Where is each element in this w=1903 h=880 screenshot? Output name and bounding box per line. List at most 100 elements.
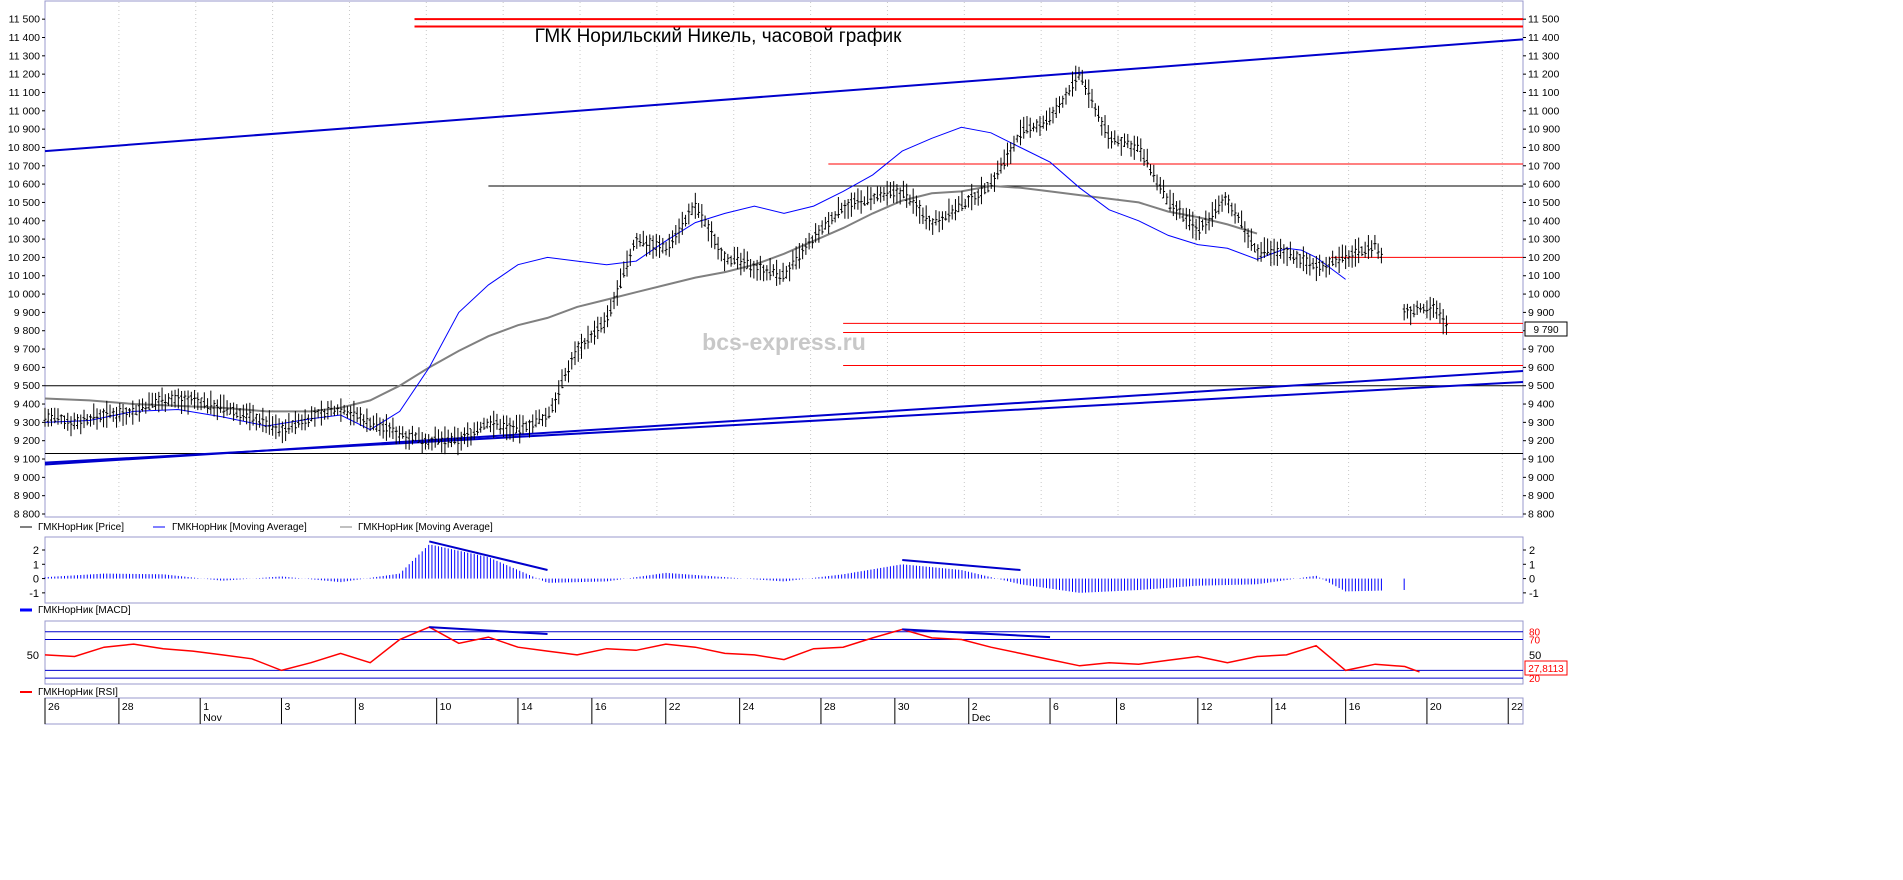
price-y-tick-label-right: 9 300 [1528, 417, 1554, 429]
macd-y-tick-label: 2 [33, 545, 39, 557]
x-tick-label: 2 [972, 701, 978, 713]
price-y-tick-label-right: 10 100 [1528, 270, 1560, 282]
price-y-tick-label-right: 11 300 [1528, 50, 1559, 62]
price-y-tick-label-right: 11 100 [1528, 87, 1559, 99]
trend-line [44, 38, 1524, 153]
price-y-tick-label: 8 900 [14, 490, 40, 502]
price-y-tick-label: 11 300 [9, 50, 40, 62]
price-y-tick-label-right: 9 500 [1528, 380, 1554, 392]
price-y-tick-label: 10 900 [8, 124, 40, 136]
rsi-y-tick-label: 50 [27, 650, 39, 662]
rsi-last-value-box: 27,8113 [1524, 660, 1568, 676]
x-axis-frame [44, 697, 1524, 725]
price-y-tick-label: 9 400 [14, 399, 40, 411]
legend-label-price: ГМКНорНик [Price] [38, 522, 124, 533]
x-tick-label: 28 [122, 701, 134, 713]
macd-y-tick-label-right: -1 [1529, 588, 1539, 600]
x-tick-label: 3 [284, 701, 290, 713]
ma-fast-line [44, 126, 1346, 431]
price-y-tick-label-right: 10 000 [1528, 289, 1560, 301]
price-y-tick-label: 11 000 [9, 105, 40, 117]
price-y-tick-label: 10 000 [8, 289, 40, 301]
price-y-tick-label-right: 10 600 [1528, 179, 1560, 191]
rsi-divergence-line [902, 628, 1051, 639]
price-y-tick-label: 11 500 [9, 14, 40, 26]
price-y-tick-label-right: 10 400 [1528, 215, 1560, 227]
price-y-tick-label-right: 11 200 [1528, 69, 1559, 81]
price-y-tick-label-right: 9 900 [1528, 307, 1554, 319]
rsi-line-group [44, 626, 1420, 673]
rsi-legend: ГМКНорНик [RSI] [20, 687, 118, 698]
macd-legend: ГМКНорНик [MACD] [20, 605, 131, 616]
rsi-levels [45, 631, 1523, 679]
rsi-last-value: 27,8113 [1528, 664, 1564, 675]
legend-label-ma-slow: ГМКНорНик [Moving Average] [358, 522, 493, 533]
price-y-tick-label-right: 11 500 [1528, 14, 1559, 26]
macd-y-tick-label: 1 [33, 559, 39, 571]
x-tick-label: 6 [1053, 701, 1059, 713]
x-tick-label: 22 [669, 701, 681, 713]
x-tick-label: 8 [358, 701, 364, 713]
x-tick-label: 30 [898, 701, 910, 713]
x-month-label: Nov [203, 712, 222, 724]
price-y-tick-label: 9 600 [14, 362, 40, 374]
price-y-tick-label-right: 10 500 [1528, 197, 1560, 209]
macd-divergence-line [429, 540, 548, 571]
x-tick-label: 10 [440, 701, 452, 713]
price-y-tick-label: 11 400 [9, 32, 40, 44]
price-y-tick-label: 10 100 [8, 270, 40, 282]
price-y-tick-label: 9 300 [14, 417, 40, 429]
rsi-panel-frame [44, 620, 1524, 685]
x-tick-label: 20 [1430, 701, 1442, 713]
price-y-tick-label: 9 500 [14, 380, 40, 392]
x-tick-label: 16 [595, 701, 607, 713]
rsi-divergence-line [429, 626, 548, 636]
price-y-tick-label: 8 800 [14, 509, 40, 521]
price-y-tick-label: 10 700 [8, 160, 40, 172]
legend-label-macd: ГМКНорНик [MACD] [38, 605, 131, 616]
trend-line [44, 381, 1524, 464]
price-y-tick-label-right: 10 800 [1528, 142, 1560, 154]
macd-y-tick-label-right: 2 [1529, 545, 1535, 557]
x-tick-label: 24 [743, 701, 755, 713]
chart-title: ГМК Норильский Никель, часовой график [535, 26, 903, 47]
price-trend-lines [44, 38, 1524, 466]
macd-y-axis: 2 2 1 1 0 0 -1 -1 [29, 545, 1539, 600]
rsi-level-label: 80 [1529, 628, 1541, 639]
price-y-tick-label: 9 100 [14, 454, 40, 466]
ma-slow-line [44, 184, 1258, 413]
macd-y-tick-label: -1 [29, 588, 39, 600]
price-y-tick-label-right: 11 400 [1528, 32, 1559, 44]
x-month-label: Dec [972, 712, 991, 724]
watermark: bcs-express.ru [702, 329, 866, 355]
rsi-divergence-lines [429, 626, 1051, 639]
price-panel-frame [44, 0, 1524, 518]
rsi-level-label: 20 [1529, 674, 1541, 685]
x-tick-label: 22 [1511, 701, 1523, 713]
macd-y-tick-label-right: 0 [1529, 574, 1535, 586]
rsi-level-label: 70 [1529, 635, 1541, 646]
price-y-tick-label-right: 11 000 [1528, 105, 1559, 117]
x-tick-label: 16 [1349, 701, 1361, 713]
legend-label-ma-fast: ГМКНорНик [Moving Average] [172, 522, 307, 533]
price-last-value-box: 9 790 [1524, 321, 1568, 337]
macd-divergence-lines [429, 540, 1021, 571]
price-y-tick-label: 11 100 [9, 87, 40, 99]
price-y-tick-label-right: 8 900 [1528, 490, 1554, 502]
price-y-tick-label: 10 300 [8, 234, 40, 246]
price-y-tick-label: 9 200 [14, 435, 40, 447]
price-y-tick-label-right: 10 900 [1528, 124, 1560, 136]
price-y-tick-label: 9 000 [14, 472, 40, 484]
price-y-tick-label: 9 800 [14, 325, 40, 337]
x-tick-label: 14 [521, 701, 533, 713]
price-y-tick-label: 10 400 [8, 215, 40, 227]
x-tick-label: 28 [824, 701, 836, 713]
price-y-tick-label-right: 9 000 [1528, 472, 1554, 484]
price-legend: ГМКНорНик [Price] ГМКНорНик [Moving Aver… [20, 522, 493, 533]
x-tick-label: 14 [1275, 701, 1287, 713]
price-y-tick-label-right: 9 100 [1528, 454, 1554, 466]
x-tick-label: 1 [203, 701, 209, 713]
price-y-tick-label: 10 600 [8, 179, 40, 191]
